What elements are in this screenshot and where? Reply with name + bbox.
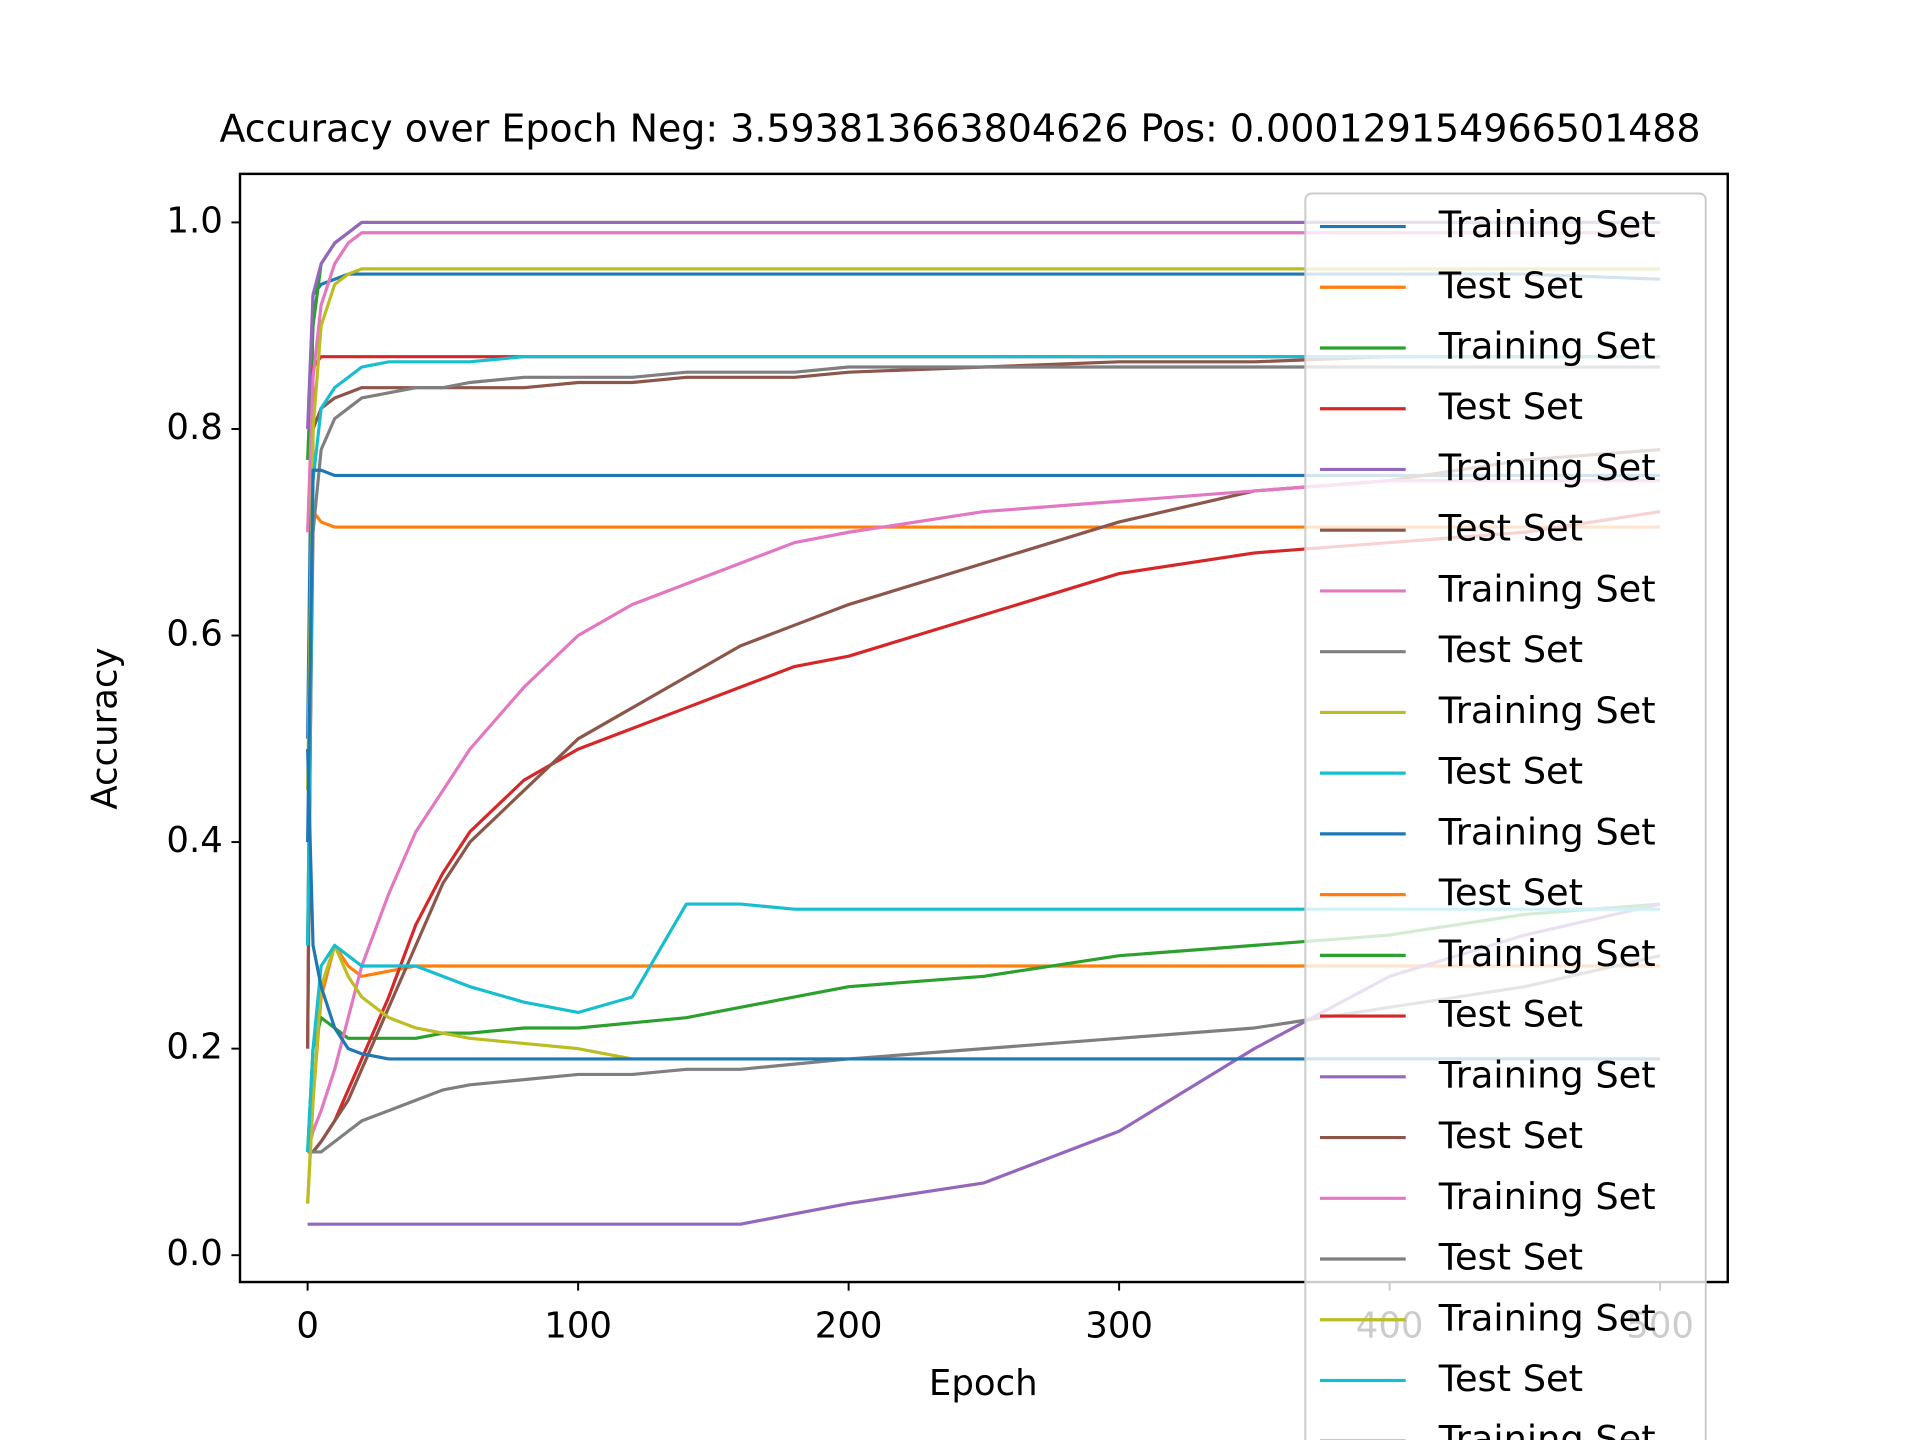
y-tick-label: 0.4 — [166, 820, 222, 861]
legend-label: Test Set — [1438, 507, 1583, 550]
legend-box — [1304, 192, 1707, 1440]
axes-frame — [238, 172, 1729, 1284]
x-tick-label: 100 — [544, 1305, 612, 1346]
x-tick-label: 200 — [815, 1305, 883, 1346]
series-line — [306, 355, 1661, 1049]
x-tick-label: 0 — [296, 1305, 319, 1346]
x-tick-label: 300 — [1085, 1305, 1153, 1346]
legend-label: Training Set — [1438, 446, 1656, 489]
plot-lines — [306, 220, 1661, 1226]
series-line — [306, 902, 1661, 1152]
legend-label: Test Set — [1438, 871, 1583, 914]
legend-label: Training Set — [1438, 1053, 1656, 1096]
legend-label: Training Set — [1438, 1296, 1656, 1339]
legend-label: Training Set — [1438, 1418, 1656, 1440]
legend-label: Test Set — [1438, 264, 1583, 307]
series-line — [306, 749, 1661, 1061]
legend: Training Set Test Set Training Set Test Set… — [1304, 192, 1707, 1440]
series-line — [306, 231, 1661, 533]
series-line — [307, 954, 1661, 1154]
series-line — [307, 902, 1661, 1226]
legend-label: Test Set — [1438, 750, 1583, 793]
legend-label: Test Set — [1438, 1357, 1583, 1400]
y-axis-label: Accuracy — [85, 648, 126, 810]
series-line — [306, 365, 1661, 946]
chart-title: Accuracy over Epoch Neg: 3.5938136638046… — [219, 107, 1700, 151]
y-tick-label: 0.6 — [166, 614, 222, 655]
series-line — [307, 510, 1661, 1154]
y-tick-label: 1.0 — [166, 200, 222, 241]
legend-label: Training Set — [1438, 203, 1656, 246]
x-axis-label: Epoch — [929, 1363, 1038, 1404]
legend-label: Training Set — [1438, 1175, 1656, 1218]
legend-label: Test Set — [1438, 385, 1583, 428]
y-tick-label: 0.2 — [166, 1027, 222, 1068]
series-line — [306, 267, 1661, 791]
y-tick-label: 0.0 — [166, 1233, 222, 1274]
series-line — [306, 220, 1661, 430]
legend-label: Test Set — [1438, 1114, 1583, 1157]
series-line — [306, 510, 1661, 946]
series-line — [306, 355, 1661, 946]
legend-label: Training Set — [1438, 932, 1656, 975]
series-line — [307, 448, 1661, 1154]
legend-label: Test Set — [1438, 993, 1583, 1036]
legend-label: Test Set — [1438, 628, 1583, 671]
legend-label: Training Set — [1438, 325, 1656, 368]
series-line — [306, 468, 1661, 843]
series-line — [306, 479, 1661, 1153]
legend-label: Test Set — [1438, 1236, 1583, 1279]
legend-label: Training Set — [1438, 689, 1656, 732]
legend-label: Training Set — [1438, 810, 1656, 853]
series-line — [306, 943, 1661, 1204]
y-tick-label: 0.8 — [166, 407, 222, 448]
legend-label: Training Set — [1438, 567, 1656, 610]
